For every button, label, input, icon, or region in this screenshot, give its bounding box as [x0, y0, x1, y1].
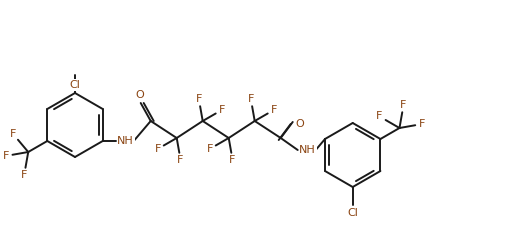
- Text: F: F: [419, 119, 425, 129]
- Text: F: F: [10, 129, 17, 139]
- Text: F: F: [196, 94, 202, 104]
- Text: F: F: [229, 155, 236, 165]
- Text: NH: NH: [299, 145, 316, 155]
- Text: Cl: Cl: [347, 208, 358, 218]
- Text: F: F: [3, 151, 9, 161]
- Text: F: F: [21, 170, 28, 180]
- Text: F: F: [218, 105, 225, 115]
- Text: NH: NH: [117, 136, 134, 146]
- Text: F: F: [177, 155, 184, 165]
- Text: Cl: Cl: [70, 80, 80, 90]
- Text: O: O: [295, 119, 304, 129]
- Text: F: F: [207, 144, 213, 154]
- Text: F: F: [248, 94, 254, 104]
- Text: F: F: [155, 144, 161, 154]
- Text: F: F: [270, 105, 277, 115]
- Text: O: O: [135, 90, 144, 100]
- Text: F: F: [400, 100, 407, 110]
- Text: F: F: [376, 112, 383, 122]
